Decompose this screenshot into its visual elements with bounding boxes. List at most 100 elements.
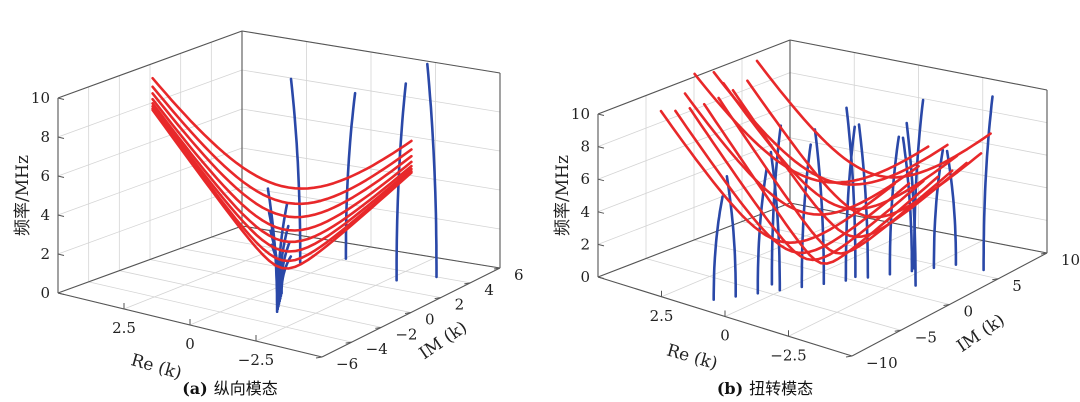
y-tick-mark <box>493 267 501 270</box>
z-tick-label: 10 <box>571 105 590 123</box>
real-branch-curve <box>674 109 911 255</box>
z-tick-label: 6 <box>40 167 50 185</box>
z-axis-label: 频率/MHz <box>13 155 33 236</box>
y-tick-mark <box>434 297 441 300</box>
z-tick-mark <box>57 97 65 100</box>
caption-text: 纵向模态 <box>214 379 278 398</box>
caption-tag: (b) <box>717 379 743 398</box>
z-tick-label: 0 <box>40 284 50 302</box>
x-axis-label: Re (k) <box>129 350 184 384</box>
z-tick-mark <box>597 276 605 279</box>
complex-branch-curve <box>945 149 958 266</box>
real-branch-curve <box>151 105 413 253</box>
complex-branch-curve <box>725 175 738 298</box>
y-axis-label: IM (k) <box>953 310 1008 356</box>
floor-gridline <box>724 227 919 317</box>
x-tick-label: −2.5 <box>770 346 806 364</box>
y-tick-label: 6 <box>514 266 524 284</box>
real-branch-curve <box>151 85 413 206</box>
x-tick-label: −2.5 <box>238 351 274 369</box>
z-tick-mark <box>57 292 65 295</box>
axis-edge <box>789 202 1048 254</box>
complex-branch-curve <box>888 135 901 276</box>
real-branch-curve <box>151 107 413 263</box>
caption-text: 扭转模态 <box>749 379 813 398</box>
z-tick-mark <box>597 243 605 247</box>
z-tick-mark <box>57 214 65 217</box>
y-tick-label: 10 <box>1061 251 1080 269</box>
real-branch-curve <box>683 92 920 216</box>
z-tick-mark <box>597 146 605 149</box>
z-tick-label: 2 <box>40 245 50 263</box>
y-tick-mark <box>992 278 999 281</box>
y-tick-mark <box>464 282 471 285</box>
x-tick-label: 0 <box>185 335 195 353</box>
floor-gridline <box>255 257 436 342</box>
axis-edge <box>57 225 243 294</box>
z-tick-label: 8 <box>580 138 590 156</box>
y-axis-label: IM (k) <box>416 318 471 364</box>
z-tick-label: 8 <box>40 128 50 146</box>
z-tick-mark <box>57 136 65 139</box>
caption-tag: (a) <box>182 379 208 398</box>
z-tick-label: 2 <box>580 235 590 253</box>
complex-branch-curve <box>857 123 870 279</box>
real-branch-curve <box>693 72 930 184</box>
y-tick-label: −2 <box>395 325 417 343</box>
real-branch-curve <box>722 81 959 211</box>
axis-edge <box>241 225 501 269</box>
y-tick-label: 4 <box>484 281 494 299</box>
complex-branch-curve <box>769 150 782 292</box>
z-tick-label: 4 <box>40 206 50 224</box>
y-tick-label: −10 <box>866 354 898 372</box>
y-tick-label: 0 <box>425 311 435 329</box>
y-tick-label: −5 <box>915 328 937 346</box>
y-tick-mark <box>894 329 901 332</box>
z-tick-label: 0 <box>580 268 590 286</box>
z-tick-mark <box>57 253 65 256</box>
z-tick-mark <box>597 178 605 182</box>
y-tick-mark <box>375 326 382 329</box>
axis-edge <box>597 202 791 278</box>
real-branch-curve <box>746 79 983 219</box>
x-tick-label: 2.5 <box>112 319 136 337</box>
y-tick-mark <box>345 341 352 344</box>
y-tick-label: 2 <box>455 296 465 314</box>
z-tick-label: 6 <box>580 170 590 188</box>
caption: (a) 纵向模态 <box>182 379 278 398</box>
real-branch-curve <box>659 109 896 244</box>
complex-branch-curve <box>425 62 438 279</box>
complex-branch-curve <box>266 187 279 314</box>
y-tick-label: 0 <box>964 303 974 321</box>
axis-edge <box>241 30 501 74</box>
real-branch-curve <box>688 107 925 262</box>
x-tick-label: 0 <box>720 327 730 345</box>
real-branch-curve <box>151 76 413 190</box>
complex-branch-curve <box>770 124 783 286</box>
y-tick-mark <box>943 304 950 306</box>
y-tick-mark <box>1040 252 1048 255</box>
complex-branch-curve <box>982 95 994 272</box>
y-tick-mark <box>404 312 412 314</box>
complex-branch-curve <box>289 77 302 264</box>
z-tick-label: 4 <box>580 203 590 221</box>
real-branch-curve <box>151 102 413 244</box>
real-branch-curve <box>151 92 413 219</box>
panel-b: 0 2 4 6 8 10 2.5 0 −2.5 −10 −5 0 5 10 频率/MHz Re (k) IM (… <box>553 39 1080 398</box>
axis-edge <box>57 30 243 99</box>
z-tick-mark <box>597 113 605 116</box>
y-tick-label: 5 <box>1012 277 1022 295</box>
y-tick-label: −6 <box>336 355 358 373</box>
z-tick-label: 10 <box>31 89 50 107</box>
caption: (b) 扭转模态 <box>717 379 813 398</box>
x-axis-label: Re (k) <box>664 341 719 375</box>
real-branch-curve <box>151 97 413 232</box>
y-tick-mark <box>315 356 323 359</box>
y-tick-label: −4 <box>366 340 388 358</box>
panel-a: 0 2 4 6 8 10 2.5 0 −2.5 −6 −4 −2 0 2 4 6 频率/MHz Re (k) IM … <box>13 30 524 398</box>
y-tick-mark <box>845 355 853 358</box>
floor-gridline <box>788 240 983 337</box>
complex-branch-curve <box>712 195 724 301</box>
complex-branch-curve <box>800 143 813 289</box>
